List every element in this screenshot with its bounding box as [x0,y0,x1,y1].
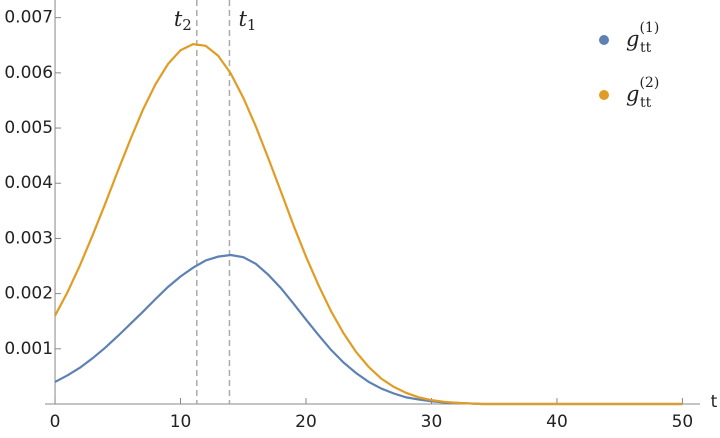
guide-label-sub: 1 [247,16,257,34]
y-tick-label: 0.007 [4,8,53,28]
x-tick-label: 40 [546,412,568,432]
x-tick-label: 50 [672,412,694,432]
y-tick-label: 0.004 [4,173,53,193]
x-tick-label: 20 [295,412,317,432]
legend-name: g [626,27,639,51]
legend-sup: (1) [639,20,659,36]
y-tick-label: 0.003 [4,228,53,248]
legend-name: g [626,82,639,106]
guide-label: t1 [238,7,256,35]
x-axis-label: t [711,392,718,412]
series-line [54,43,683,406]
legend-sub: tt [640,40,652,56]
series-line [54,253,683,406]
y-tick-label: 0.001 [4,339,53,359]
x-tick-label: 30 [421,412,443,432]
guide-label-text: t [174,7,183,31]
x-tick-label: 10 [170,412,192,432]
legend-sup: (2) [639,75,659,91]
y-tick-label: 0.005 [4,118,53,138]
guide-label-text: t [238,7,247,31]
y-tick-label: 0.006 [4,63,53,83]
legend-label: g(2) tt [626,75,659,111]
guide-label: t2 [174,7,192,35]
y-tick-label: 0.002 [4,284,53,304]
guide-label-sub: 2 [182,16,192,34]
legend-sub: tt [640,95,652,111]
x-tick-label: 0 [50,412,61,432]
legend-label: g(1) tt [626,20,659,56]
legend-marker [599,90,609,100]
legend-marker [599,35,609,45]
